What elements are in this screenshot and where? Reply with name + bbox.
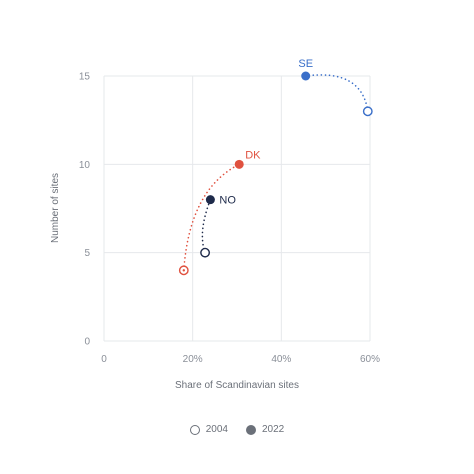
filled-circle-icon (246, 424, 256, 435)
connector-dk (183, 163, 241, 272)
x-axis-title: Share of Scandinavian sites (175, 380, 299, 391)
y-tick-label: 10 (79, 160, 91, 171)
point-2004-no (200, 247, 210, 258)
grid (103, 75, 371, 342)
point-2022-dk (234, 159, 244, 169)
y-tick-label: 5 (84, 248, 90, 259)
x-tick-label: 60% (360, 354, 380, 365)
connector-se (304, 74, 369, 113)
data-marks: SE DK NO (178, 58, 373, 276)
point-2022-se (301, 71, 311, 81)
x-tick-label: 0 (101, 354, 107, 365)
point-2004-se (362, 106, 373, 117)
legend-label-2022: 2022 (262, 424, 285, 435)
legend-item-2022: 2022 (246, 424, 284, 435)
legend-item-2004: 2004 (189, 424, 228, 435)
connector-no (201, 198, 212, 254)
x-tick-label: 20% (183, 354, 203, 365)
point-label-no: NO (219, 195, 236, 207)
legend-label-2004: 2004 (205, 424, 228, 435)
x-tick-label: 40% (271, 354, 291, 365)
legend: 2004 2022 (0, 424, 474, 435)
point-2004-dot-dk (182, 269, 185, 272)
y-axis-title: Number of sites (50, 173, 61, 243)
tick-labels: 0 20% 40% 60% 0 5 10 15 (79, 72, 380, 366)
point-label-se: SE (298, 58, 313, 70)
point-label-dk: DK (245, 149, 261, 161)
y-tick-label: 15 (79, 72, 91, 83)
point-2022-no (205, 195, 215, 205)
y-tick-label: 0 (84, 337, 90, 348)
open-circle-icon (189, 424, 200, 435)
